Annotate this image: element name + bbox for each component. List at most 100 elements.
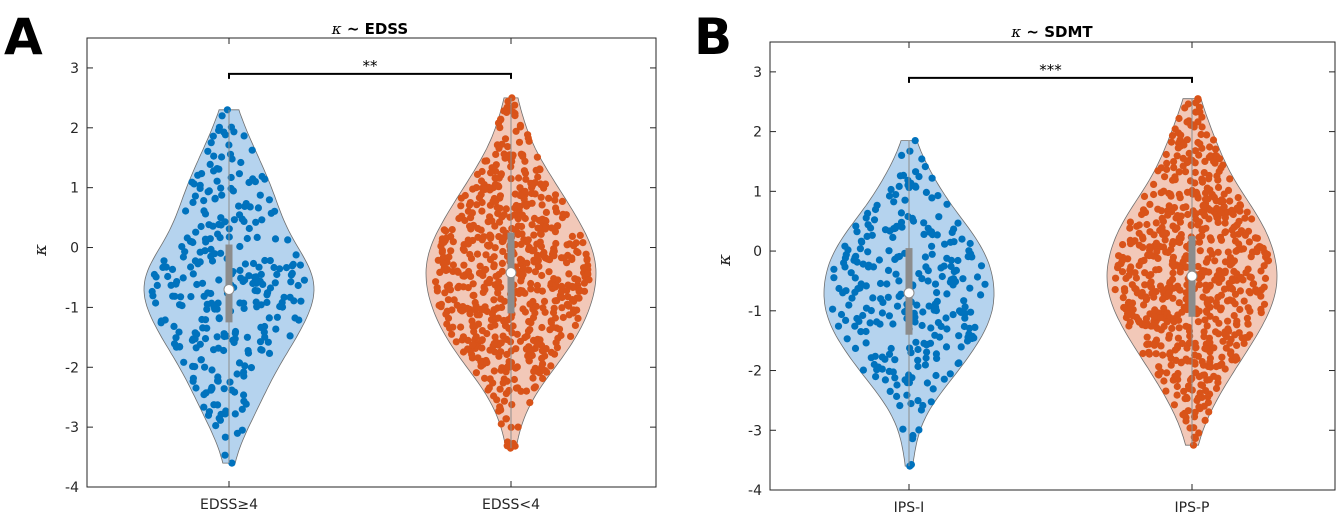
data-point (876, 279, 885, 288)
data-point (1205, 268, 1213, 276)
data-point (175, 328, 183, 336)
data-point (1174, 334, 1182, 342)
data-point (1191, 360, 1199, 368)
data-point (265, 349, 274, 357)
data-point (503, 350, 511, 359)
data-point (271, 279, 279, 287)
data-point (904, 212, 912, 221)
y-tick-label: 0 (70, 241, 79, 257)
data-point (478, 327, 486, 335)
data-point (1203, 376, 1211, 384)
data-point (1225, 279, 1233, 287)
data-point (249, 175, 257, 183)
data-point (500, 297, 509, 305)
data-point (458, 307, 466, 315)
data-point (199, 324, 207, 332)
data-point (898, 223, 906, 231)
data-point (1207, 363, 1215, 371)
data-point (476, 262, 484, 270)
data-point (889, 233, 897, 241)
data-point (885, 247, 893, 255)
data-point (508, 224, 516, 233)
data-point (296, 261, 304, 269)
data-point (570, 297, 578, 305)
data-point (961, 309, 969, 317)
data-point (1169, 294, 1177, 302)
data-point (491, 244, 499, 252)
data-point (193, 280, 201, 289)
data-point (1230, 312, 1238, 320)
data-point (512, 127, 520, 135)
data-point (152, 299, 160, 307)
data-point (255, 263, 263, 271)
data-point (520, 167, 529, 175)
data-point (265, 314, 273, 322)
data-point (468, 354, 476, 362)
data-point (1229, 210, 1237, 219)
data-point (1152, 239, 1160, 247)
data-point (266, 284, 275, 292)
data-point (241, 362, 249, 370)
data-point (552, 339, 560, 347)
data-point (441, 289, 449, 297)
data-point (911, 318, 919, 326)
data-point (1233, 317, 1241, 325)
data-point (220, 385, 228, 393)
data-point (1179, 162, 1187, 170)
data-point (1118, 257, 1126, 265)
data-point (927, 324, 935, 332)
data-point (1182, 305, 1190, 313)
data-point (851, 274, 859, 282)
data-point (584, 270, 592, 278)
data-point (576, 231, 584, 239)
data-point (1167, 361, 1175, 369)
data-point (1152, 350, 1160, 358)
data-point (260, 328, 268, 336)
data-point (501, 135, 510, 143)
data-point (177, 293, 185, 301)
data-point (940, 375, 948, 383)
data-point (516, 123, 525, 131)
data-point (928, 250, 936, 258)
data-point (907, 400, 915, 408)
data-point (955, 359, 963, 367)
data-point (892, 191, 900, 199)
data-point (933, 289, 941, 297)
data-point (510, 211, 518, 219)
data-point (1221, 365, 1229, 373)
data-point (1190, 424, 1198, 432)
data-point (847, 269, 855, 277)
data-point (853, 258, 861, 266)
axes-box (86, 37, 657, 488)
data-point (461, 191, 469, 200)
data-point (452, 338, 460, 346)
data-point (1233, 341, 1241, 349)
data-point (1218, 353, 1226, 361)
data-point (477, 305, 485, 313)
data-point (1226, 339, 1234, 347)
data-point (491, 348, 499, 356)
data-point (928, 194, 936, 202)
data-point (256, 191, 264, 199)
plot-area-a: -4 -3 -2 -1 0 1 2 3 EDSS≥4 EDSS<4 ** (65, 37, 657, 513)
data-point (207, 245, 215, 253)
data-point (1221, 269, 1229, 277)
data-point (504, 97, 512, 105)
data-point (1235, 217, 1243, 225)
data-point (946, 238, 955, 246)
data-point (1206, 206, 1214, 214)
data-point (869, 294, 877, 302)
data-point (525, 245, 533, 253)
data-point (519, 152, 527, 161)
data-point (562, 211, 570, 219)
data-point (485, 384, 493, 392)
data-point (1232, 353, 1240, 361)
data-point (197, 356, 205, 364)
data-point (240, 132, 248, 140)
data-point (530, 246, 538, 254)
data-point (539, 360, 547, 368)
data-point (474, 320, 483, 328)
data-point (493, 396, 501, 404)
data-point (1214, 293, 1222, 301)
